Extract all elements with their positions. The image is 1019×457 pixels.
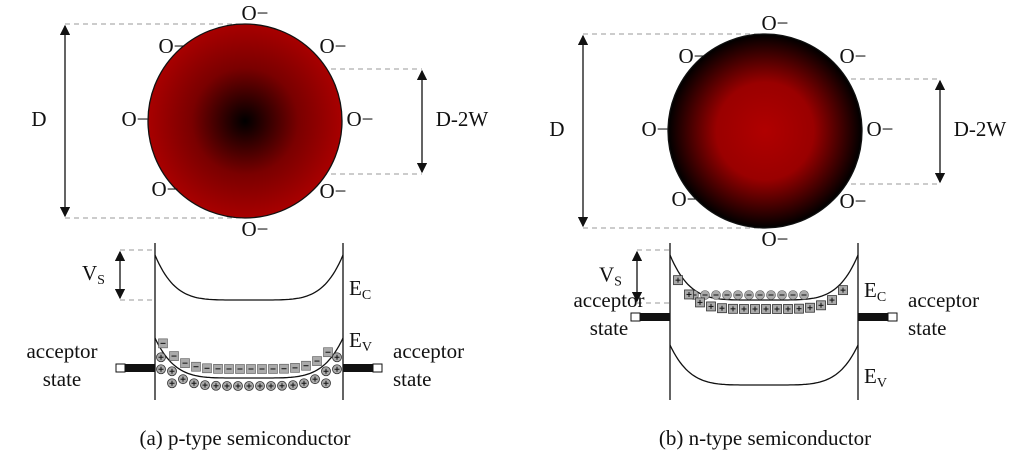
oxygen-ion: O−	[761, 11, 788, 35]
acceptor-label: state	[43, 367, 81, 391]
acceptor-level	[858, 313, 888, 321]
diameter-label: D	[549, 117, 564, 141]
valence-band-label-sub: V	[877, 376, 887, 391]
caption: (b) n-type semiconductor	[659, 426, 871, 450]
surface-potential-label-base: V	[599, 262, 614, 286]
oxygen-ion: O−	[671, 187, 698, 211]
oxygen-ion: O−	[641, 117, 668, 141]
inner-label: D-2W	[954, 117, 1007, 141]
acceptor-label: state	[590, 316, 628, 340]
oxygen-ion: O−	[241, 1, 268, 25]
oxygen-ion: O−	[839, 44, 866, 68]
figure: DD-2WO−O−O−O−O−O−O−O−VSECEVacceptorstate…	[0, 0, 1019, 457]
valence-band-label-base: E	[864, 364, 877, 388]
conduction-band-label-base: E	[864, 278, 877, 302]
acceptor-level	[640, 313, 670, 321]
valence-band-label: EV	[864, 364, 887, 391]
inner-label: D-2W	[436, 107, 489, 131]
acceptor-label: state	[908, 316, 946, 340]
acceptor-box	[631, 313, 640, 321]
oxygen-ion: O−	[839, 189, 866, 213]
acceptor-label: acceptor	[26, 339, 97, 363]
oxygen-ion: O−	[319, 34, 346, 58]
oxygen-ion: O−	[151, 177, 178, 201]
acceptor-level	[343, 364, 373, 372]
acceptor-label: acceptor	[573, 288, 644, 312]
valence-band-label-sub: V	[362, 340, 372, 355]
oxygen-ion: O−	[761, 227, 788, 251]
surface-potential-label-sub: S	[97, 273, 105, 288]
acceptor-level	[125, 364, 155, 372]
conduction-band-label-sub: C	[362, 288, 371, 303]
acceptor-label: acceptor	[393, 339, 464, 363]
acceptor-box	[116, 364, 125, 372]
acceptor-label: acceptor	[908, 288, 979, 312]
acceptor-box	[888, 313, 897, 321]
conduction-band-label: EC	[864, 278, 886, 305]
oxygen-ion: O−	[319, 179, 346, 203]
conduction-band-label-sub: C	[877, 290, 886, 305]
surface-potential-label: VS	[82, 261, 105, 288]
caption: (a) p-type semiconductor	[139, 426, 350, 450]
surface-potential-label-base: V	[82, 261, 97, 285]
band-curve	[155, 255, 343, 300]
oxygen-ion: O−	[158, 34, 185, 58]
diameter-label: D	[31, 107, 46, 131]
oxygen-ion: O−	[866, 117, 893, 141]
acceptor-box	[373, 364, 382, 372]
oxygen-ion: O−	[241, 217, 268, 241]
conduction-band-label: EC	[349, 276, 371, 303]
oxygen-ion: O−	[346, 107, 373, 131]
band-curve	[670, 345, 858, 385]
valence-band-label: EV	[349, 328, 372, 355]
surface-potential-label: VS	[599, 262, 622, 289]
oxygen-ion: O−	[678, 44, 705, 68]
acceptor-label: state	[393, 367, 431, 391]
oxygen-ion: O−	[121, 107, 148, 131]
valence-band-label-base: E	[349, 328, 362, 352]
conduction-band-label-base: E	[349, 276, 362, 300]
